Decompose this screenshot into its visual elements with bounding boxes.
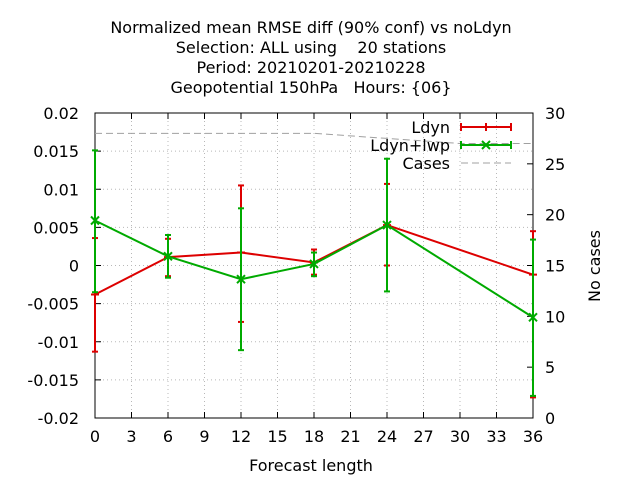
data-point bbox=[309, 259, 319, 269]
y-tick-label: 0.02 bbox=[43, 104, 79, 123]
x-axis-label: Forecast length bbox=[249, 456, 373, 475]
title-line: Geopotential 150hPa Hours: {06} bbox=[170, 78, 451, 97]
y-axis: -0.02 -0.015 -0.01 -0.005 0 0.005 0.01 0.015 0.0… bbox=[27, 104, 101, 428]
x-tick-label: 6 bbox=[163, 427, 173, 446]
y-tick-label: -0.005 bbox=[27, 295, 79, 314]
x-tick-label: 15 bbox=[267, 427, 287, 446]
y-tick-label: 0.005 bbox=[33, 218, 79, 237]
legend-item: Cases bbox=[403, 154, 511, 173]
legend-label: Cases bbox=[403, 154, 451, 173]
series-line bbox=[94, 219, 534, 319]
legend-label: Ldyn bbox=[411, 118, 450, 137]
data-point bbox=[163, 251, 173, 262]
series-layer bbox=[90, 132, 538, 399]
title-line: Selection: ALL using 20 stations bbox=[176, 38, 446, 57]
series-ldyn-lwp bbox=[90, 149, 538, 397]
x-tick-label: 33 bbox=[486, 427, 506, 446]
y2-tick-label: 10 bbox=[545, 307, 565, 326]
y2-tick-label: 0 bbox=[545, 409, 555, 428]
x-tick-label: 0 bbox=[90, 427, 100, 446]
x-tick-label: 3 bbox=[126, 427, 136, 446]
x-tick-label: 30 bbox=[450, 427, 470, 446]
x-tick-label: 24 bbox=[377, 427, 397, 446]
series-line bbox=[94, 224, 534, 296]
y-tick-label: 0 bbox=[69, 257, 79, 276]
data-point bbox=[90, 215, 100, 226]
x-tick-label: 36 bbox=[523, 427, 543, 446]
data-point bbox=[236, 274, 246, 284]
y2-axis: 0 5 10 15 20 25 30 bbox=[527, 104, 565, 428]
y-tick-label: 0.015 bbox=[33, 142, 79, 161]
data-point bbox=[528, 312, 538, 323]
legend-swatch-marker bbox=[481, 140, 491, 150]
y2-tick-label: 20 bbox=[545, 206, 565, 225]
y-tick-label: -0.01 bbox=[38, 333, 79, 352]
title-line: Period: 20210201-20210228 bbox=[196, 58, 425, 77]
y2-tick-label: 15 bbox=[545, 257, 565, 276]
y-tick-label: 0.01 bbox=[43, 180, 79, 199]
x-tick-label: 18 bbox=[304, 427, 324, 446]
legend-label: Ldyn+lwp bbox=[370, 136, 450, 155]
x-tick-label: 9 bbox=[199, 427, 209, 446]
y2-axis-label: No cases bbox=[585, 230, 604, 302]
x-tick-label: 12 bbox=[231, 427, 251, 446]
legend-swatch-marker bbox=[482, 123, 490, 131]
x-tick-label: 21 bbox=[340, 427, 360, 446]
y2-tick-label: 30 bbox=[545, 104, 565, 123]
y2-tick-label: 5 bbox=[545, 358, 555, 377]
legend-item: Ldyn+lwp bbox=[370, 136, 512, 155]
legend-item: Ldyn bbox=[411, 118, 512, 137]
x-tick-label: 27 bbox=[413, 427, 433, 446]
y-tick-label: -0.02 bbox=[38, 409, 79, 428]
y-tick-label: -0.015 bbox=[27, 371, 79, 390]
data-point bbox=[382, 220, 392, 230]
y2-tick-label: 25 bbox=[545, 155, 565, 174]
chart-title: Normalized mean RMSE diff (90% conf) vs … bbox=[110, 18, 511, 97]
x-axis: 0 3 6 9 12 15 18 21 24 27 30 33 36 bbox=[90, 113, 543, 446]
title-line: Normalized mean RMSE diff (90% conf) vs … bbox=[110, 18, 511, 37]
